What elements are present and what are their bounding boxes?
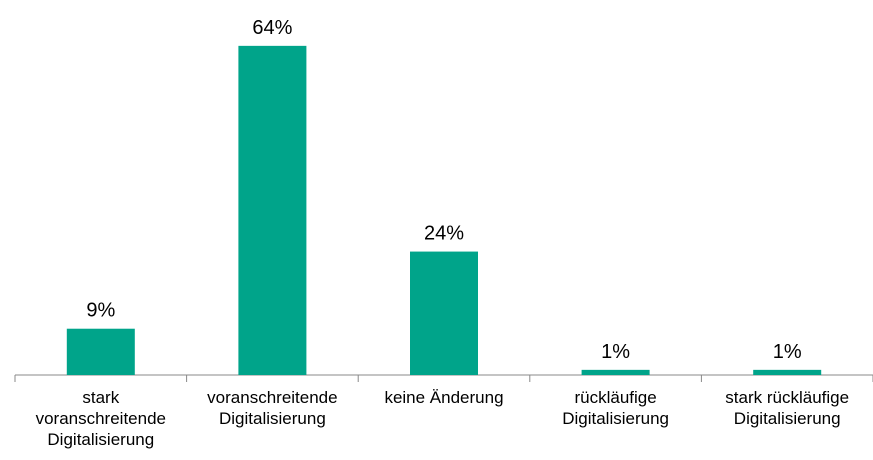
x-tick-label: stark rückläufige Digitalisierung [725, 388, 850, 428]
bar [66, 328, 135, 375]
data-label: 9% [86, 300, 115, 322]
x-tick-label: keine Änderung [384, 388, 504, 407]
x-tick-label: stark voranschreitende Digitalisierung [35, 388, 166, 449]
bar [753, 369, 822, 375]
bar [581, 369, 650, 375]
data-label: 1% [773, 341, 802, 363]
x-tick-label: voranschreitende Digitalisierung [207, 388, 338, 428]
bar [410, 251, 478, 375]
data-label: 24% [424, 223, 464, 245]
data-label: 64% [252, 17, 292, 39]
x-tick-label: rückläufige Digitalisierung [562, 388, 669, 428]
bar [238, 45, 307, 375]
data-label: 1% [601, 341, 630, 363]
